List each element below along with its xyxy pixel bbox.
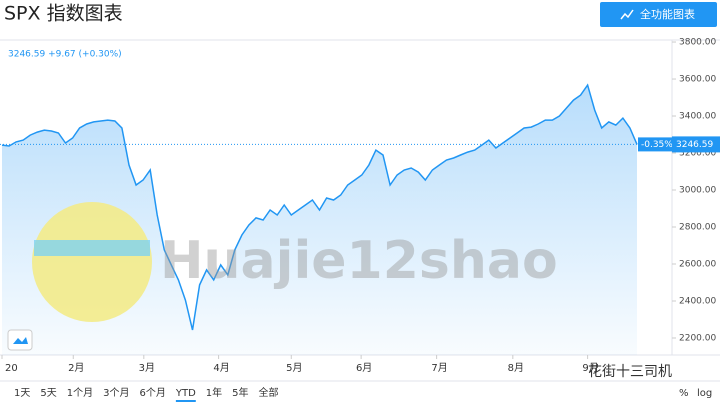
change-tag-label: -0.35% bbox=[641, 140, 673, 150]
x-tick-label: 5月 bbox=[286, 362, 302, 374]
x-tick-label: 20 bbox=[5, 363, 18, 374]
range-button[interactable]: 1天 bbox=[14, 388, 30, 399]
x-tick-label: 7月 bbox=[431, 362, 447, 374]
y-tick-label: 3800.00 bbox=[679, 38, 716, 48]
scale-button[interactable]: log bbox=[697, 388, 712, 399]
x-tick-label: 9月 bbox=[582, 362, 598, 374]
range-button[interactable]: 全部 bbox=[259, 386, 279, 399]
range-button[interactable]: 6个月 bbox=[140, 387, 166, 399]
y-tick-label: 3400.00 bbox=[679, 112, 716, 122]
x-tick-label: 8月 bbox=[508, 362, 524, 374]
y-tick-label: 2400.00 bbox=[679, 296, 716, 306]
range-button[interactable]: 5年 bbox=[232, 386, 248, 399]
page-title: SPX 指数图表 bbox=[4, 3, 123, 25]
scale-button[interactable]: % bbox=[679, 388, 689, 399]
y-tick-label: 3200.00 bbox=[679, 149, 716, 159]
price-tag bbox=[672, 136, 720, 153]
range-button[interactable]: YTD bbox=[175, 388, 196, 399]
range-button[interactable]: 3个月 bbox=[103, 387, 129, 399]
y-tick-label: 2800.00 bbox=[679, 223, 716, 233]
y-tick-label: 3600.00 bbox=[679, 75, 716, 85]
y-tick-label: 2200.00 bbox=[679, 333, 716, 343]
corner-mark: 花街十三司机 bbox=[588, 364, 672, 380]
watermark: Huajie12shao bbox=[160, 231, 558, 291]
logo-icon bbox=[13, 337, 28, 344]
x-tick-label: 3月 bbox=[139, 362, 155, 374]
range-button[interactable]: 1个月 bbox=[67, 387, 93, 399]
area bbox=[2, 85, 637, 355]
full-chart-button[interactable] bbox=[600, 2, 717, 27]
button-label[interactable]: 全功能图表 bbox=[640, 7, 695, 21]
watermark-band bbox=[34, 240, 150, 256]
x-tick-label: 6月 bbox=[356, 362, 372, 374]
price-tag-label: 3246.59 bbox=[676, 140, 713, 150]
change-tag bbox=[638, 137, 672, 152]
watermark-avatar bbox=[32, 202, 152, 322]
button-icon bbox=[620, 9, 634, 20]
range-button[interactable]: 5天 bbox=[40, 388, 56, 399]
range-button[interactable]: 1年 bbox=[206, 386, 222, 399]
y-tick-label: 3000.00 bbox=[679, 186, 716, 196]
legend-text: 3246.59 +9.67 (+0.30%) bbox=[8, 50, 122, 60]
line bbox=[1, 83, 638, 331]
x-tick-label: 4月 bbox=[213, 362, 229, 374]
y-tick-label: 2600.00 bbox=[679, 259, 716, 269]
x-tick-label: 2月 bbox=[68, 362, 84, 374]
